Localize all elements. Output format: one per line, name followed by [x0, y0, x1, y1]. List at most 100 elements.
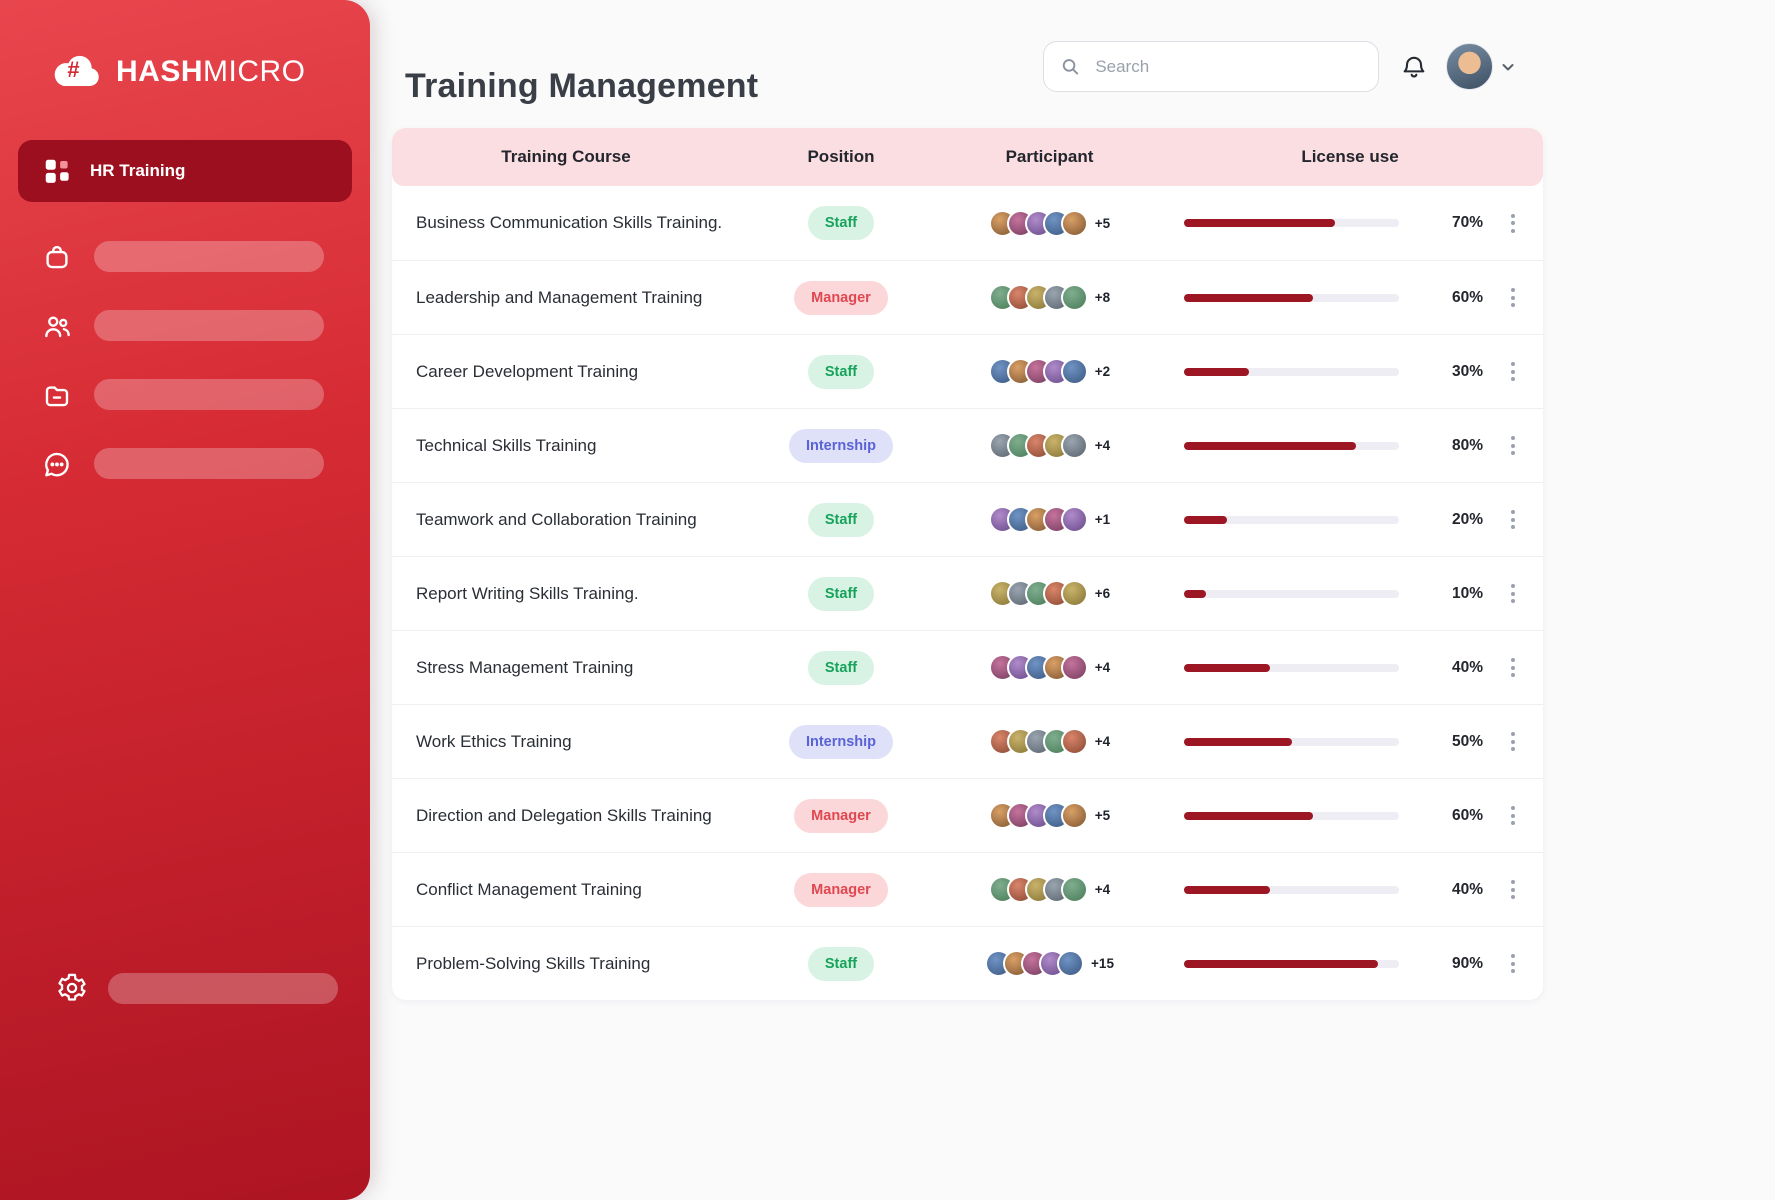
- license-progress-bar: [1184, 885, 1399, 894]
- column-header-participant: Participant: [1005, 147, 1094, 166]
- participants: +2: [942, 358, 1157, 385]
- table-row: Stress Management Training Staff +4 40%: [392, 630, 1543, 704]
- gear-icon: [58, 973, 86, 1001]
- position-badge: Manager: [794, 798, 888, 833]
- course-name: Problem-Solving Skills Training: [416, 953, 651, 973]
- participant-avatar: [1060, 284, 1088, 311]
- sidebar-item-label: HR Training: [90, 161, 186, 180]
- user-menu[interactable]: [1446, 43, 1516, 90]
- participant-avatars: [988, 284, 1088, 311]
- search-icon: [1062, 58, 1079, 75]
- position-badge: Staff: [807, 576, 875, 611]
- license-progress-bar: [1184, 959, 1399, 968]
- course-name: Stress Management Training: [416, 657, 634, 677]
- participants: +4: [942, 432, 1157, 459]
- participant-extra-count: +4: [1094, 660, 1111, 675]
- license-progress-bar: [1184, 219, 1399, 227]
- row-menu-button[interactable]: [1503, 208, 1523, 239]
- participant-extra-count: +5: [1094, 215, 1111, 231]
- participants: +8: [942, 284, 1157, 311]
- sidebar-item-skeleton: [94, 310, 324, 341]
- position-badge: Manager: [794, 872, 888, 907]
- course-name: Leadership and Management Training: [416, 287, 703, 307]
- license-progress-bar: [1184, 737, 1399, 746]
- license-progress-bar: [1184, 589, 1399, 598]
- row-menu-button[interactable]: [1503, 800, 1523, 831]
- table-row: Report Writing Skills Training. Staff +6…: [392, 556, 1543, 630]
- participant-avatar: [1060, 209, 1088, 237]
- row-menu-button[interactable]: [1503, 726, 1523, 757]
- sidebar-item-placeholder-1[interactable]: [42, 241, 324, 272]
- license-progress-bar: [1184, 811, 1399, 820]
- participant-avatar: [1060, 432, 1088, 459]
- sidebar-item-skeleton: [108, 972, 338, 1004]
- training-table: Training Course Position Participant Lic…: [392, 128, 1543, 1000]
- table-row: Conflict Management Training Manager +4 …: [392, 852, 1543, 926]
- participant-avatars: [988, 506, 1088, 533]
- sidebar-item-placeholder-4[interactable]: [42, 448, 324, 479]
- license-progress-bar: [1184, 441, 1399, 450]
- participant-avatar: [1057, 950, 1085, 977]
- course-name: Career Development Training: [416, 361, 639, 381]
- course-name: Conflict Management Training: [416, 879, 642, 899]
- sidebar-item-placeholder-2[interactable]: [42, 310, 324, 341]
- license-progress-bar: [1184, 293, 1399, 302]
- row-menu-button[interactable]: [1503, 282, 1523, 313]
- table-row: Leadership and Management Training Manag…: [392, 260, 1543, 334]
- license-percent: 50%: [1451, 732, 1483, 750]
- license-percent: 70%: [1451, 214, 1483, 231]
- license-progress-bar: [1184, 663, 1399, 672]
- row-menu-button[interactable]: [1503, 948, 1523, 979]
- position-badge: Internship: [788, 428, 894, 463]
- table-row: Problem-Solving Skills Training Staff +1…: [392, 926, 1543, 1000]
- notifications-button[interactable]: [1398, 50, 1430, 85]
- table-row: Career Development Training Staff +2 30%: [392, 334, 1543, 408]
- users-icon: [45, 315, 70, 337]
- sidebar-item-skeleton: [94, 448, 324, 479]
- table-row: Technical Skills Training Internship +4 …: [392, 408, 1543, 482]
- license-percent: 20%: [1451, 510, 1483, 528]
- participants: +4: [942, 654, 1157, 681]
- table-row: Business Communication Skills Training. …: [392, 186, 1543, 260]
- license-percent: 60%: [1451, 288, 1483, 306]
- row-menu-button[interactable]: [1503, 874, 1523, 905]
- participant-extra-count: +4: [1094, 734, 1111, 749]
- participant-avatar: [1060, 506, 1088, 533]
- row-menu-button[interactable]: [1503, 578, 1523, 609]
- dashboard-grid-icon: [45, 159, 69, 183]
- participant-extra-count: +4: [1094, 438, 1111, 453]
- column-header-training-course: Training Course: [501, 147, 631, 166]
- search-input[interactable]: [1093, 55, 1362, 78]
- participant-extra-count: +15: [1091, 956, 1114, 971]
- license-percent: 80%: [1451, 436, 1483, 454]
- bag-icon: [46, 245, 68, 268]
- sidebar-item-settings[interactable]: [56, 972, 338, 1004]
- participants: +4: [942, 728, 1157, 755]
- participants: +6: [942, 580, 1157, 607]
- sidebar: # HASHMICRO HR Training: [0, 0, 370, 1200]
- participants: +1: [942, 506, 1157, 533]
- position-badge: Staff: [807, 946, 875, 981]
- row-menu-button[interactable]: [1503, 356, 1523, 387]
- license-percent: 10%: [1451, 584, 1483, 602]
- table-row: Direction and Delegation Skills Training…: [392, 778, 1543, 852]
- position-badge: Staff: [807, 354, 875, 389]
- license-percent: 90%: [1451, 954, 1483, 972]
- participant-extra-count: +5: [1094, 808, 1111, 823]
- table-row: Teamwork and Collaboration Training Staf…: [392, 482, 1543, 556]
- sidebar-item-placeholder-3[interactable]: [42, 379, 324, 410]
- sidebar-item-hr-training[interactable]: HR Training: [18, 140, 352, 202]
- search-bar[interactable]: [1043, 41, 1379, 92]
- row-menu-button[interactable]: [1503, 504, 1523, 535]
- participants: +4: [942, 876, 1157, 903]
- brand-logo: # HASHMICRO: [50, 54, 306, 90]
- row-menu-button[interactable]: [1503, 652, 1523, 683]
- participants: +5: [942, 802, 1157, 829]
- sidebar-item-skeleton: [94, 241, 324, 272]
- license-percent: 40%: [1451, 880, 1483, 898]
- participant-avatar: [1060, 728, 1088, 755]
- avatar: [1446, 43, 1493, 90]
- row-menu-button[interactable]: [1503, 430, 1523, 461]
- sidebar-item-skeleton: [94, 379, 324, 410]
- participant-extra-count: +8: [1094, 290, 1111, 305]
